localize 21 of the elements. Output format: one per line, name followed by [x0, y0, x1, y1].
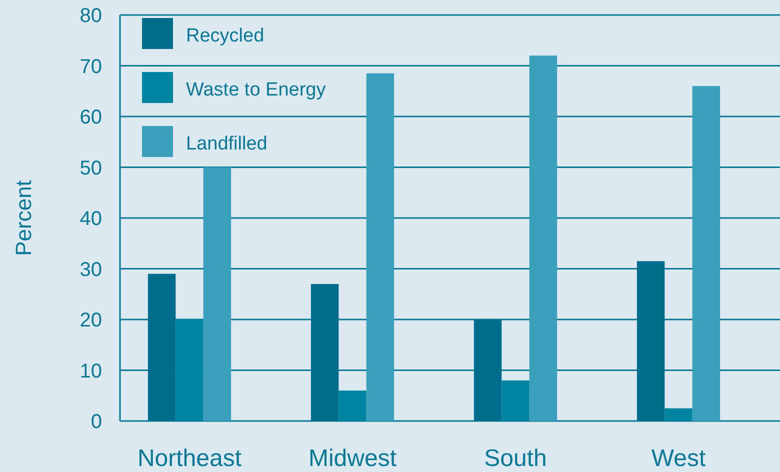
y-tick-label: 20	[80, 310, 102, 332]
legend-label: Landfilled	[186, 134, 268, 155]
y-tick-label: 30	[80, 258, 102, 281]
x-tick-label: West	[651, 445, 706, 472]
y-tick-label: 40	[80, 208, 102, 230]
y-tick-label: 70	[80, 56, 102, 78]
x-tick-label: Midwest	[308, 445, 397, 472]
y-tick-label: 50	[80, 157, 102, 180]
y-tick-label: 10	[80, 360, 102, 382]
bar	[692, 86, 720, 421]
y-tick-label: 0	[90, 411, 102, 433]
x-tick-label: South	[484, 445, 547, 472]
bar	[366, 73, 394, 421]
bar	[529, 56, 558, 421]
legend-label: Waste to Energy	[186, 80, 326, 101]
y-tick-label: 80	[80, 5, 102, 27]
legend-label: Recycled	[186, 26, 264, 47]
bar	[203, 167, 232, 421]
y-axis-title: Percent	[11, 180, 36, 256]
x-tick-label: Northeast	[137, 445, 242, 472]
y-tick-label: 60	[80, 106, 102, 128]
